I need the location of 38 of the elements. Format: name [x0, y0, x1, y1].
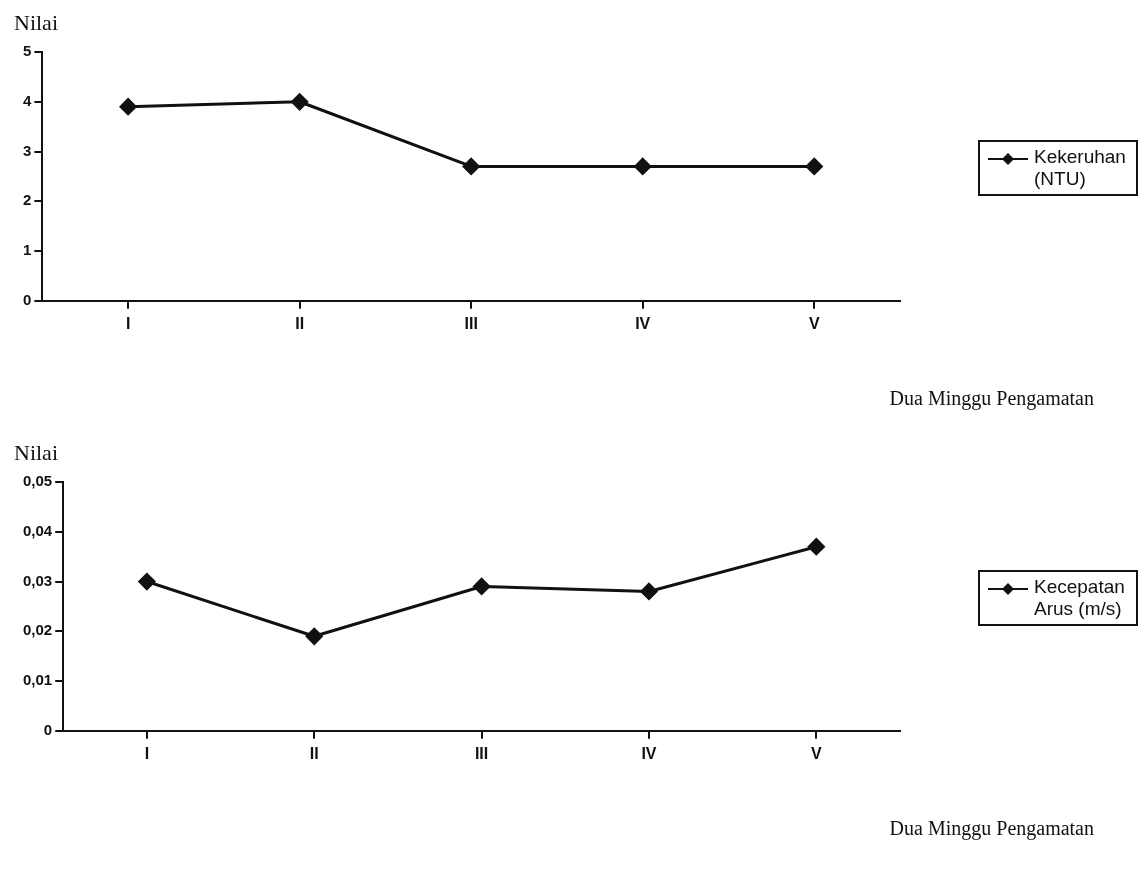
y-tick-label: 5 — [23, 42, 32, 60]
legend-label: Kekeruhan (NTU) — [1034, 146, 1127, 190]
y-tick-label: 4 — [23, 91, 32, 109]
y-tick-label: 0,02 — [22, 621, 53, 639]
y-tick-label: 0,05 — [22, 472, 53, 490]
y-tick-label: 0,04 — [22, 521, 53, 539]
x-tick-label: IV — [641, 744, 657, 762]
legend-label: Kecepatan Arus (m/s) — [1034, 576, 1126, 620]
x-tick-label: II — [309, 744, 319, 762]
point — [634, 157, 652, 175]
point — [473, 578, 491, 595]
point — [138, 573, 156, 591]
y-tick-label: 3 — [23, 141, 32, 159]
x-axis-title: Dua Minggu Pengamatan — [889, 817, 1094, 840]
y-tick-label: 0,01 — [22, 671, 53, 689]
point — [291, 93, 309, 111]
point — [805, 157, 823, 175]
x-tick-label: I — [144, 744, 150, 762]
x-tick-label: III — [464, 314, 478, 332]
x-tick-label: V — [808, 314, 820, 332]
point — [807, 538, 825, 556]
y-axis-title: Nilai — [14, 10, 58, 36]
point — [305, 627, 323, 645]
point — [462, 157, 480, 175]
y-axis-title: Nilai — [14, 440, 58, 466]
x-axis-title: Dua Minggu Pengamatan — [889, 387, 1094, 410]
y-tick-label: 0,03 — [22, 571, 53, 589]
x-tick-label: III — [474, 744, 489, 762]
y-tick-label: 2 — [23, 191, 32, 209]
point — [640, 582, 658, 600]
y-tick-label: 0 — [43, 720, 53, 738]
y-tick-label: 0 — [23, 290, 32, 308]
x-tick-label: V — [810, 744, 822, 762]
point — [119, 98, 137, 116]
x-tick-label: II — [295, 314, 305, 332]
x-tick-label: IV — [635, 314, 651, 332]
x-tick-label: I — [125, 314, 131, 332]
y-tick-label: 1 — [23, 241, 32, 259]
